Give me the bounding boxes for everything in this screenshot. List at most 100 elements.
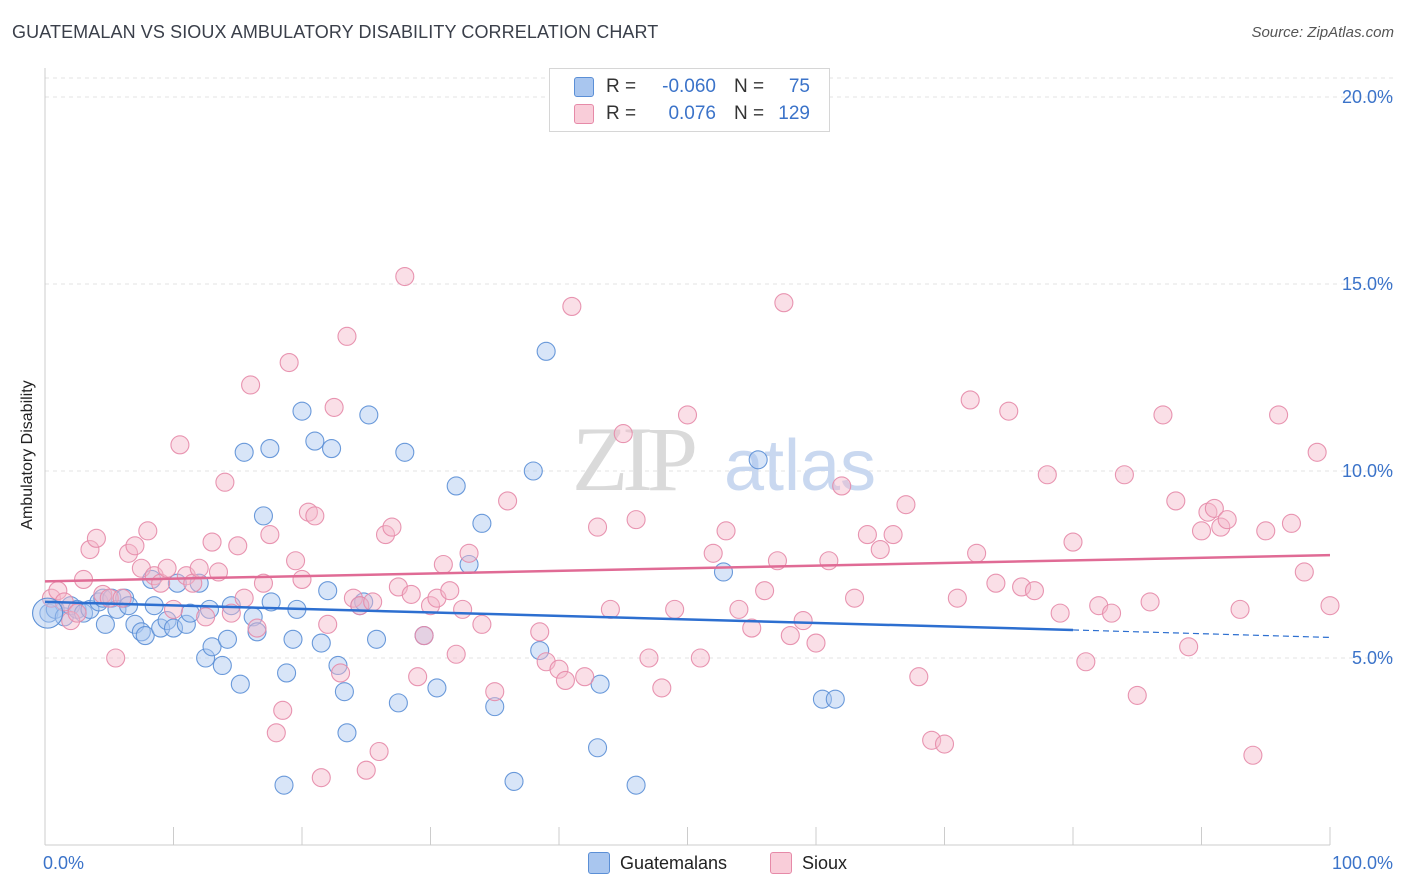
point-sioux (1191, 521, 1212, 541)
point-sioux (279, 352, 299, 373)
legend-item-sioux: Sioux (770, 852, 847, 874)
point-guatemalans (39, 603, 59, 623)
point-sioux (587, 517, 608, 537)
legend-row-sioux: R = 0.076 N = 129 (574, 102, 810, 126)
point-sioux (555, 670, 575, 690)
point-guatemalans (292, 401, 312, 421)
watermark-atlas: atlas (724, 426, 876, 506)
point-guatemalans (234, 442, 254, 462)
point-sioux (1050, 603, 1070, 623)
legend-swatch-sioux (770, 852, 792, 874)
point-guatemalans (713, 562, 734, 582)
point-sioux (755, 581, 775, 601)
point-guatemalans (217, 629, 238, 649)
point-sioux (408, 667, 428, 687)
point-guatemalans (318, 581, 338, 601)
point-sioux (1037, 465, 1057, 485)
point-guatemalans (283, 629, 303, 649)
legend-row-guatemalans: R = -0.060 N = 75 (574, 75, 810, 99)
trend-lines (44, 553, 1331, 639)
point-sioux (260, 525, 280, 545)
point-sioux (247, 618, 267, 638)
point-sioux (395, 266, 415, 287)
point-guatemalans (277, 663, 297, 683)
point-sioux (999, 401, 1019, 421)
point-sioux (125, 536, 145, 556)
point-sioux (1294, 562, 1314, 582)
point-sioux (1281, 513, 1301, 533)
point-guatemalans (427, 678, 447, 698)
point-guatemalans (311, 633, 331, 653)
point-sioux (870, 539, 890, 560)
point-sioux (356, 760, 376, 780)
point-sioux (1012, 577, 1032, 597)
point-sioux (401, 584, 421, 604)
point-sioux (703, 543, 723, 563)
point-guatemalans (530, 640, 550, 661)
trend-line-guatemalans (44, 600, 1074, 632)
point-sioux (1102, 603, 1122, 623)
point-guatemalans (825, 689, 845, 709)
point-sioux (934, 734, 955, 754)
point-sioux (266, 723, 286, 743)
point-sioux (1063, 532, 1083, 552)
point-guatemalans (472, 513, 492, 533)
point-sioux (844, 588, 865, 608)
source-attribution: Source: ZipAtlas.com (1251, 24, 1394, 41)
point-guatemalans (359, 405, 379, 425)
point-sioux (1114, 465, 1134, 485)
point-sioux (530, 622, 550, 642)
point-sioux (382, 517, 402, 537)
point-sioux (1320, 596, 1340, 616)
point-sioux (498, 491, 518, 511)
watermark-zip: ZIP (572, 408, 695, 510)
point-sioux (1204, 498, 1224, 518)
point-sioux (286, 551, 306, 571)
legend-r-value: 0.076 (668, 103, 716, 124)
point-sioux (960, 390, 980, 410)
point-sioux (819, 551, 839, 571)
point-sioux (375, 525, 396, 545)
point-sioux (292, 569, 312, 590)
point-guatemalans (328, 655, 348, 676)
point-sioux (273, 700, 293, 720)
point-sioux (228, 536, 248, 556)
point-sioux (343, 588, 363, 608)
legend-label-guatemalans: Guatemalans (620, 852, 728, 873)
chart-title: GUATEMALAN VS SIOUX AMBULATORY DISABILIT… (12, 22, 659, 42)
legend-n-label: N = (734, 76, 765, 97)
point-sioux (716, 521, 736, 541)
point-sioux (1127, 685, 1147, 705)
trend-extension-guatemalans (1072, 629, 1331, 639)
point-sioux (575, 667, 595, 687)
point-sioux (1269, 405, 1289, 425)
point-sioux (1243, 745, 1263, 765)
point-guatemalans (536, 341, 556, 361)
point-guatemalans (261, 592, 281, 612)
point-sioux (857, 525, 877, 545)
point-sioux (234, 588, 254, 608)
legend-swatch-guatemalans (574, 77, 594, 97)
point-sioux (330, 663, 351, 683)
point-guatemalans (337, 723, 357, 743)
point-guatemalans (260, 439, 280, 459)
point-guatemalans (157, 611, 177, 631)
point-sioux (742, 618, 762, 638)
legend-swatch-sioux (574, 104, 594, 124)
point-guatemalans (322, 439, 342, 459)
point-sioux (922, 730, 942, 750)
point-sioux (626, 510, 646, 530)
point-sioux (729, 599, 749, 619)
point-guatemalans (253, 506, 274, 526)
point-sioux (459, 543, 479, 563)
x-tick-label: 100.0% (1332, 853, 1393, 873)
watermark: ZIP atlas (572, 408, 876, 510)
point-guatemalans (504, 771, 524, 791)
point-sioux (1076, 652, 1096, 672)
point-sioux (665, 599, 685, 619)
point-sioux (947, 588, 967, 608)
point-sioux (157, 558, 177, 578)
point-sioux (613, 424, 633, 444)
x-tick-label: 0.0% (43, 853, 84, 873)
point-guatemalans (176, 614, 196, 634)
